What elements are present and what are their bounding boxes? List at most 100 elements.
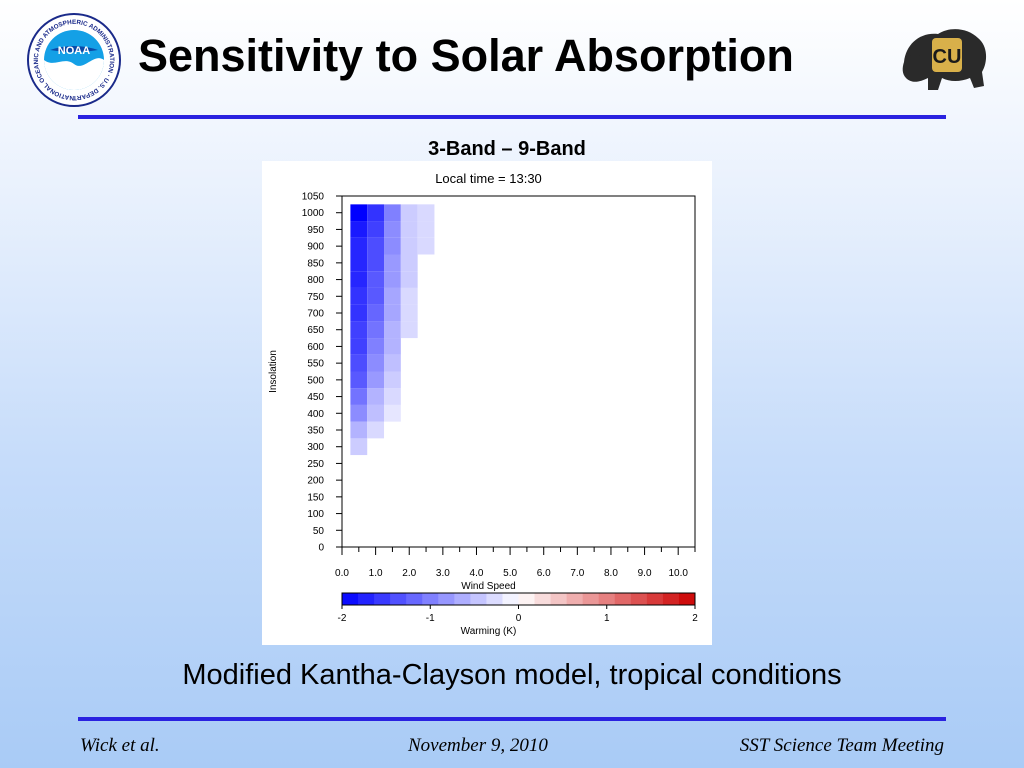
y-tick-label: 850 xyxy=(307,258,324,269)
colorbar-swatch xyxy=(342,593,359,605)
y-tick-label: 150 xyxy=(307,492,324,503)
x-tick-label: 7.0 xyxy=(570,568,584,579)
bottom-divider-rule xyxy=(78,717,946,721)
heatmap-cell xyxy=(384,304,401,322)
heatmap-cell xyxy=(350,404,368,422)
colorbar-swatch xyxy=(358,593,375,605)
heatmap-cell xyxy=(367,271,385,288)
heatmap-cell xyxy=(384,254,401,272)
colorbar-swatch xyxy=(422,593,439,605)
chart-heading: 3-Band – 9-Band xyxy=(428,138,586,160)
colorbar: -2 -1 0 1 2 xyxy=(338,592,698,624)
cu-buffalo-logo: CU xyxy=(902,29,987,90)
heatmap-cell xyxy=(367,204,385,222)
y-tick-label: 1050 xyxy=(302,192,325,203)
heatmap-cell xyxy=(367,321,385,339)
y-tick-label: 550 xyxy=(307,359,324,370)
heatmap-cell xyxy=(367,388,385,405)
heatmap-cell xyxy=(400,287,418,305)
x-tick-label: 8.0 xyxy=(604,568,618,579)
heatmap-cell xyxy=(384,354,401,372)
heatmap-cell xyxy=(400,271,418,288)
heatmap-cell xyxy=(384,287,401,305)
heatmap-cell xyxy=(417,204,435,222)
colorbar-swatch xyxy=(630,593,648,605)
colorbar-swatch xyxy=(406,593,423,605)
heatmap-cell xyxy=(400,204,418,222)
footer-author: Wick et al. xyxy=(80,735,160,756)
heatmap-cell xyxy=(350,204,368,222)
heatmap-cell xyxy=(384,338,401,355)
cu-monogram-text: CU xyxy=(933,46,962,68)
heatmap-cell xyxy=(350,254,368,272)
colorbar-swatch xyxy=(582,593,600,605)
heatmap-cell xyxy=(384,271,401,288)
x-tick-label: 6.0 xyxy=(537,568,551,579)
heatmap-cell xyxy=(350,388,368,405)
colorbar-swatch xyxy=(518,593,535,605)
heatmap-cell xyxy=(384,371,401,389)
x-tick-label: 2.0 xyxy=(402,568,416,579)
heatmap-chart-panel: 0.0 1.0 2.0 3.0 4.0 5.0 6.0 7.0 8.0 9.0 10.0 0 50 100… xyxy=(262,161,712,645)
y-axis-label: Insolation xyxy=(268,350,279,393)
heatmap-cell xyxy=(367,371,385,389)
noaa-logo: NATIONAL OCEANIC AND ATMOSPHERIC ADMINIS… xyxy=(20,12,121,107)
y-tick-label: 900 xyxy=(307,242,324,253)
colorbar-swatch xyxy=(454,593,471,605)
y-tick-label: 400 xyxy=(307,409,324,420)
heatmap-cell xyxy=(400,254,418,272)
slide-title: Sensitivity to Solar Absorption xyxy=(138,30,794,81)
heatmap-cell xyxy=(400,237,418,255)
heatmap-cell xyxy=(350,421,368,439)
heatmap-cell xyxy=(350,271,368,288)
y-tick-label: 750 xyxy=(307,292,324,303)
y-tick-label: 600 xyxy=(307,342,324,353)
colorbar-tick-label: 2 xyxy=(692,613,698,624)
y-tick-label: 350 xyxy=(307,426,324,437)
x-tick-label: 10.0 xyxy=(668,568,688,579)
heatmap-cell xyxy=(350,371,368,389)
colorbar-swatch xyxy=(646,593,664,605)
y-tick-label: 50 xyxy=(313,526,325,537)
colorbar-swatch xyxy=(598,593,616,605)
colorbar-swatch xyxy=(486,593,503,605)
top-divider-rule xyxy=(78,115,946,119)
heatmap-cell xyxy=(367,338,385,355)
y-tick-label: 700 xyxy=(307,309,324,320)
heatmap-cell xyxy=(350,287,368,305)
heatmap-cell xyxy=(350,438,368,456)
heatmap-chart: 0.0 1.0 2.0 3.0 4.0 5.0 6.0 7.0 8.0 9.0 10.0 0 50 100… xyxy=(268,171,698,637)
plot-frame xyxy=(341,195,696,548)
chart-title: Local time = 13:30 xyxy=(435,171,542,186)
colorbar-swatch xyxy=(438,593,455,605)
footer-meeting: SST Science Team Meeting xyxy=(739,735,944,756)
x-tick-label: 4.0 xyxy=(470,568,484,579)
noaa-badge-text: NOAA xyxy=(58,45,90,57)
y-tick-label: 0 xyxy=(318,543,324,554)
colorbar-swatch xyxy=(470,593,487,605)
heatmap-cell xyxy=(367,404,385,422)
heatmap-cell xyxy=(417,221,435,238)
heatmap-cell xyxy=(350,321,368,339)
heatmap-cell xyxy=(400,304,418,322)
x-tick-label: 9.0 xyxy=(638,568,652,579)
heatmap-cell xyxy=(384,388,401,405)
colorbar-swatch xyxy=(662,593,680,605)
y-tick-label: 1000 xyxy=(302,208,325,219)
colorbar-swatch xyxy=(566,593,584,605)
heatmap-cell xyxy=(350,221,368,238)
heatmap-cell xyxy=(384,404,401,422)
footer-date: November 9, 2010 xyxy=(408,735,548,756)
colorbar-tick-label: 1 xyxy=(604,613,610,624)
colorbar-swatch xyxy=(534,593,551,605)
y-tick-label: 300 xyxy=(307,442,324,453)
heatmap-cell xyxy=(367,354,385,372)
heatmap-cell xyxy=(350,237,368,255)
colorbar-swatch xyxy=(502,593,519,605)
y-tick-label: 250 xyxy=(307,459,324,470)
colorbar-swatch xyxy=(374,593,391,605)
x-axis-label: Wind Speed xyxy=(461,581,515,592)
x-tick-label: 3.0 xyxy=(436,568,450,579)
colorbar-tick-label: -2 xyxy=(338,613,347,624)
colorbar-swatch xyxy=(678,593,696,605)
